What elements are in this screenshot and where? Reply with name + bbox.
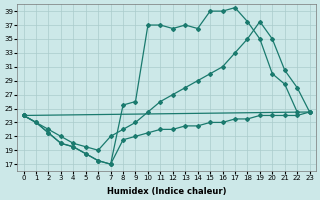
X-axis label: Humidex (Indice chaleur): Humidex (Indice chaleur) xyxy=(107,187,226,196)
